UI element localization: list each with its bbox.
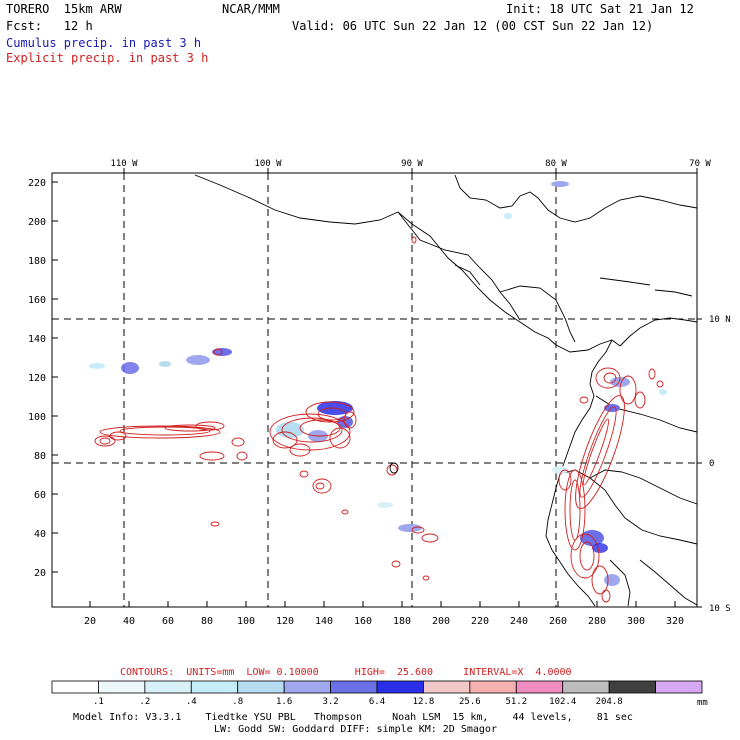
axis-ticks [52,168,702,608]
y-tick-label: 20 [34,568,46,579]
colorbar-swatch [608,680,656,694]
y-tick-label: 80 [34,451,46,462]
lon-label: 80 W [545,159,567,169]
y-tick-label: 160 [28,295,46,306]
x-tick-label: 320 [666,616,684,627]
colorbar-label: .2 [139,697,150,707]
colorbar-label: 51.2 [505,697,527,707]
y-tick-label: 140 [28,334,46,345]
map-frame [51,172,698,608]
colorbar-swatch [98,680,146,694]
init-time: Init: 18 UTC Sat 21 Jan 12 [506,2,694,16]
colorbar-swatch [515,680,564,694]
x-tick-label: 300 [627,616,645,627]
forecast-hour: Fcst: 12 h [6,19,93,33]
x-tick-label: 140 [315,616,333,627]
colorbar-label: 204.8 [596,697,623,707]
physics-info: LW: Godd SW: Goddard DIFF: simple KM: 2D… [214,724,497,735]
x-tick-label: 60 [162,616,174,627]
valid-time: Valid: 06 UTC Sun 22 Jan 12 (00 CST Sun … [292,19,654,33]
colorbar-swatch [237,680,285,694]
colorbar-label: 102.4 [549,697,576,707]
x-tick-label: 160 [354,616,372,627]
y-tick-label: 180 [28,256,46,267]
lon-label: 90 W [401,159,423,169]
x-tick-label: 20 [84,616,96,627]
cumulus-precip-shading [89,181,667,586]
colorbar-label: 25.6 [459,697,481,707]
y-tick-label: 40 [34,529,46,540]
x-tick-label: 260 [549,616,567,627]
organization-label: NCAR/MMM [222,2,280,16]
x-tick-label: 240 [510,616,528,627]
x-tick-label: 220 [471,616,489,627]
coastlines [194,174,698,607]
colorbar-swatch [144,680,192,694]
y-tick-label: 120 [28,373,46,384]
x-tick-label: 40 [123,616,135,627]
black-contour [389,462,399,474]
colorbar-label: .1 [93,697,104,707]
colorbar-label: 12.8 [413,697,435,707]
colorbar-swatch [423,680,471,694]
x-tick-label: 200 [432,616,450,627]
lon-label: 100 W [254,159,282,169]
colorbar-swatch [376,680,424,694]
lon-label: 70 W [689,159,711,169]
colorbar-swatch [562,680,610,694]
x-tick-label: 100 [237,616,255,627]
colorbar-label: 6.4 [369,697,385,707]
colorbar-label: 1.6 [276,697,292,707]
lat-label: 0 [709,459,714,469]
colorbar-label: .4 [186,697,197,707]
colorbar-label: .8 [232,697,243,707]
lat-label: 10 S [709,604,731,614]
colorbar: .1 .2 .4 .8 1.6 3.2 6.4 12.8 25.6 51.2 102.4 204.8 [51,680,703,707]
y-tick-label: 200 [28,217,46,228]
explicit-precip-contours [94,236,664,603]
colorbar-swatch [469,680,517,694]
explicit-legend: Explicit precip. in past 3 h [6,51,209,65]
latlon-grid [52,173,697,607]
colorbar-label: 3.2 [322,697,338,707]
x-tick-label: 280 [588,616,606,627]
x-tick-label: 120 [276,616,294,627]
cumulus-legend: Cumulus precip. in past 3 h [6,36,202,50]
model-info: Model Info: V3.3.1 Tiedtke YSU PBL Thomp… [73,712,633,723]
model-title: TORERO 15km ARW [6,2,122,16]
colorbar-swatch [51,680,99,694]
colorbar-units: mm [697,698,708,708]
colorbar-swatch [283,680,331,694]
y-tick-label: 60 [34,490,46,501]
colorbar-swatch [330,680,378,694]
colorbar-swatch [655,680,703,694]
x-tick-label: 180 [393,616,411,627]
lat-label: 10 N [709,315,731,325]
y-tick-label: 100 [28,412,46,423]
y-tick-label: 220 [28,178,46,189]
colorbar-swatch [190,680,239,694]
contour-info: CONTOURS: UNITS=mm LOW= 0.10000 HIGH= 25… [120,667,572,678]
lon-label: 110 W [110,159,138,169]
x-tick-label: 80 [201,616,213,627]
